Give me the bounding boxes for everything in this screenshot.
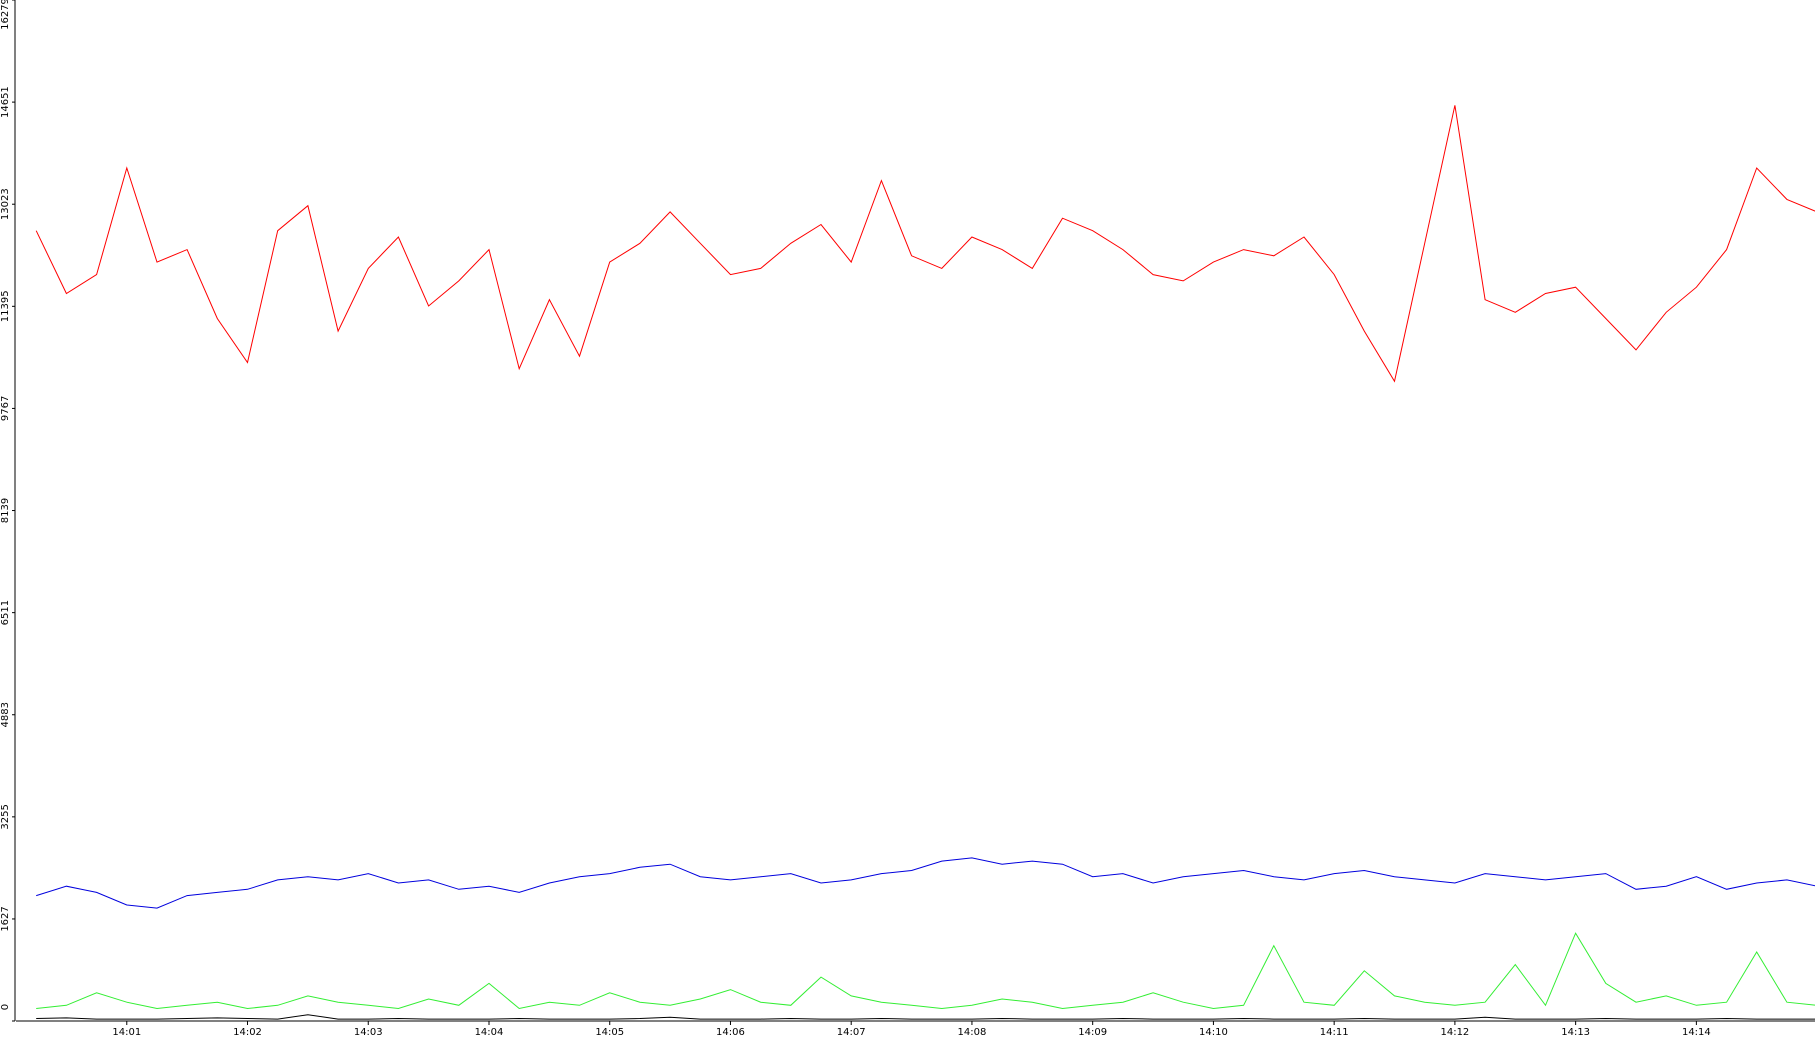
series-line	[36, 932, 1815, 1010]
x-tick-label: 14:09	[1078, 1027, 1107, 1038]
y-tick-label: 16279	[0, 0, 11, 30]
x-tick-label: 14:02	[233, 1027, 262, 1038]
y-tick-label: 3255	[0, 804, 11, 829]
series-line	[36, 857, 1815, 909]
y-tick-label: 13023	[0, 188, 11, 220]
y-tick-label: 0	[0, 1004, 11, 1010]
x-tick-label: 14:10	[1199, 1027, 1228, 1038]
x-tick-label: 14:04	[475, 1027, 504, 1038]
x-tick-label: 14:03	[354, 1027, 383, 1038]
series-line	[36, 1014, 1815, 1020]
x-tick-label: 14:05	[595, 1027, 624, 1038]
x-tick-label: 14:06	[716, 1027, 745, 1038]
x-tick-label: 14:13	[1561, 1027, 1590, 1038]
y-tick-label: 14651	[0, 86, 11, 118]
y-tick-label: 4883	[0, 702, 11, 727]
y-tick-label: 6511	[0, 600, 11, 625]
x-tick-label: 14:12	[1440, 1027, 1469, 1038]
x-tick-label: 14:01	[112, 1027, 141, 1038]
x-tick-label: 14:07	[837, 1027, 866, 1038]
y-tick-label: 1627	[0, 906, 11, 931]
x-tick-label: 14:11	[1320, 1027, 1349, 1038]
series-line	[35, 105, 1815, 383]
y-tick-label: 11395	[0, 290, 11, 322]
y-tick-label: 8139	[0, 498, 11, 523]
y-tick-label: 9767	[0, 396, 11, 421]
x-tick-label: 14:08	[958, 1027, 987, 1038]
x-tick-label: 14:14	[1682, 1027, 1711, 1038]
